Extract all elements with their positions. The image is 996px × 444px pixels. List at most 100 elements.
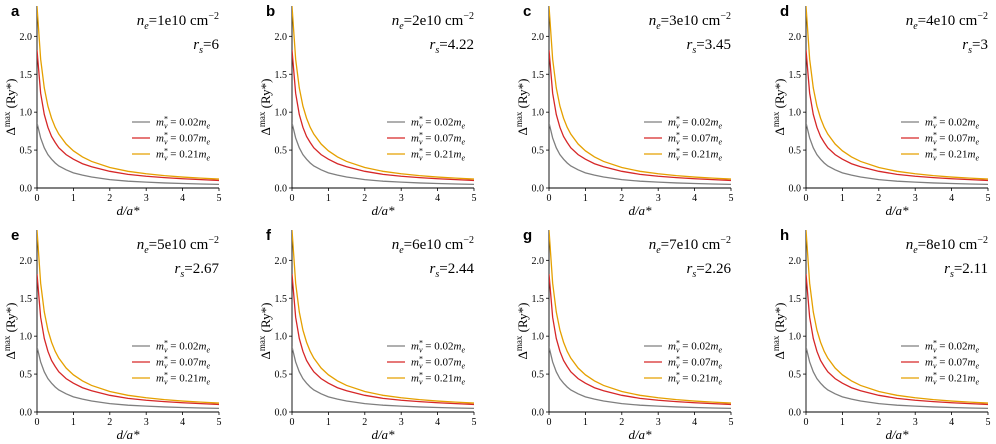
panel-d: d 0 1 2 3 4 5 0.0 0.5 1.0 1.5 2.0 d/a* Δmax (Ry*) ne=4…: [771, 3, 991, 218]
x-tick-label: 3: [399, 193, 404, 204]
x-tick-label: 4: [692, 193, 697, 204]
series-line-3: [549, 229, 732, 404]
legend-entry: m* v = 0.07me: [925, 131, 979, 147]
x-axis-label: d/a*: [116, 427, 140, 439]
x-tick-label: 4: [180, 417, 185, 428]
x-tick-label: 1: [326, 193, 331, 204]
density-label: ne=7e10 cm−2: [649, 235, 731, 256]
x-tick-label: 5: [472, 193, 477, 204]
x-tick-label: 5: [472, 417, 477, 428]
y-tick-label: 0.5: [532, 370, 545, 381]
y-tick-label: 1.0: [532, 332, 545, 343]
rs-label: rs=2.44: [430, 261, 475, 280]
panel-b: b 0 1 2 3 4 5 0.0 0.5 1.0 1.5 2.0 d/a* Δmax (Ry*) ne=2…: [257, 3, 477, 218]
panel-e: e 0 1 2 3 4 5 0.0 0.5 1.0 1.5 2.0 d/a* Δmax (Ry*) ne=5…: [2, 227, 222, 442]
x-tick-label: 3: [144, 193, 149, 204]
y-tick-label: 2.0: [275, 32, 288, 43]
x-tick-label: 2: [876, 417, 881, 428]
series-line-1: [549, 346, 732, 410]
legend-entry: m* v = 0.07me: [668, 355, 722, 371]
y-tick-label: 2.0: [532, 32, 545, 43]
y-axis-label: Δmax (Ry*): [514, 79, 530, 136]
density-label: ne=2e10 cm−2: [392, 11, 474, 32]
series-line-1: [292, 122, 475, 186]
y-tick-label: 0.5: [789, 370, 802, 381]
x-tick-label: 5: [217, 417, 222, 428]
x-tick-label: 0: [290, 417, 295, 428]
x-tick-label: 1: [840, 417, 845, 428]
series-line-1: [806, 346, 989, 410]
series-line-2: [806, 273, 989, 406]
panel-letter: a: [11, 3, 20, 20]
density-label: ne=8e10 cm−2: [906, 235, 988, 256]
x-tick-label: 5: [986, 417, 991, 428]
legend-entry: m* v = 0.02me: [156, 115, 210, 131]
rs-label: rs=2.26: [687, 261, 732, 280]
x-axis-label: d/a*: [116, 203, 140, 218]
x-tick-label: 5: [729, 193, 734, 204]
x-tick-label: 2: [362, 417, 367, 428]
x-tick-label: 5: [729, 417, 734, 428]
x-tick-label: 1: [71, 193, 76, 204]
x-axis-label: d/a*: [885, 203, 909, 218]
y-axis-label: Δmax (Ry*): [257, 79, 273, 136]
x-axis-label: d/a*: [371, 203, 395, 218]
rs-label: rs=6: [193, 37, 219, 56]
legend-entry: m* v = 0.02me: [925, 115, 979, 131]
y-axis-label: Δmax (Ry*): [771, 303, 787, 360]
x-tick-label: 0: [35, 417, 40, 428]
x-tick-label: 5: [217, 193, 222, 204]
x-tick-label: 1: [326, 417, 331, 428]
x-tick-label: 4: [180, 193, 185, 204]
panel-letter: h: [780, 227, 789, 244]
y-tick-label: 0.5: [789, 146, 802, 157]
y-tick-label: 2.0: [275, 256, 288, 267]
density-label: ne=1e10 cm−2: [137, 11, 219, 32]
y-tick-label: 1.0: [275, 332, 288, 343]
y-tick-label: 0.5: [275, 370, 288, 381]
series-line-3: [806, 229, 989, 404]
y-axis-label: Δmax (Ry*): [514, 303, 530, 360]
panel-h: h 0 1 2 3 4 5 0.0 0.5 1.0 1.5 2.0 d/a* Δmax (Ry*) ne=8…: [771, 227, 991, 442]
legend-entry: m* v = 0.07me: [925, 355, 979, 371]
series-line-1: [37, 346, 220, 410]
series-line-2: [292, 273, 475, 406]
x-tick-label: 0: [804, 417, 809, 428]
panel-a: a 0 1 2 3 4 5 0.0 0.5 1.0 1.5 2.0 d/a* Δmax (Ry*) ne=1…: [2, 3, 222, 218]
y-tick-label: 2.0: [20, 32, 33, 43]
y-tick-label: 1.5: [789, 70, 802, 81]
y-tick-label: 1.0: [532, 108, 545, 119]
legend-entry: m* v = 0.21me: [925, 371, 979, 387]
series-line-2: [292, 49, 475, 182]
density-label: ne=4e10 cm−2: [906, 11, 988, 32]
series-line-2: [549, 273, 732, 406]
y-tick-label: 1.0: [20, 332, 33, 343]
x-tick-label: 2: [619, 193, 624, 204]
y-tick-label: 2.0: [789, 32, 802, 43]
y-tick-label: 0.0: [789, 184, 802, 195]
x-tick-label: 0: [547, 417, 552, 428]
x-tick-label: 1: [840, 193, 845, 204]
rs-label: rs=3.45: [687, 37, 731, 56]
y-tick-label: 1.5: [275, 70, 288, 81]
panel-g: g 0 1 2 3 4 5 0.0 0.5 1.0 1.5 2.0 d/a* Δmax (Ry*) ne=7…: [514, 227, 734, 442]
y-tick-label: 1.5: [532, 294, 545, 305]
y-tick-label: 1.5: [275, 294, 288, 305]
series-line-2: [806, 49, 989, 182]
rs-label: rs=3: [962, 37, 988, 56]
x-tick-label: 2: [362, 193, 367, 204]
x-tick-label: 3: [144, 417, 149, 428]
y-tick-label: 2.0: [20, 256, 33, 267]
y-axis-label: Δmax (Ry*): [771, 79, 787, 136]
x-tick-label: 3: [656, 417, 661, 428]
x-axis-label: d/a*: [628, 427, 652, 439]
x-tick-label: 1: [583, 193, 588, 204]
x-tick-label: 2: [107, 193, 112, 204]
y-axis-label: Δmax (Ry*): [2, 303, 18, 360]
panel-letter: e: [11, 227, 19, 244]
y-tick-label: 1.5: [789, 294, 802, 305]
legend-entry: m* v = 0.07me: [156, 131, 210, 147]
legend-entry: m* v = 0.07me: [668, 131, 722, 147]
legend-entry: m* v = 0.07me: [156, 355, 210, 371]
